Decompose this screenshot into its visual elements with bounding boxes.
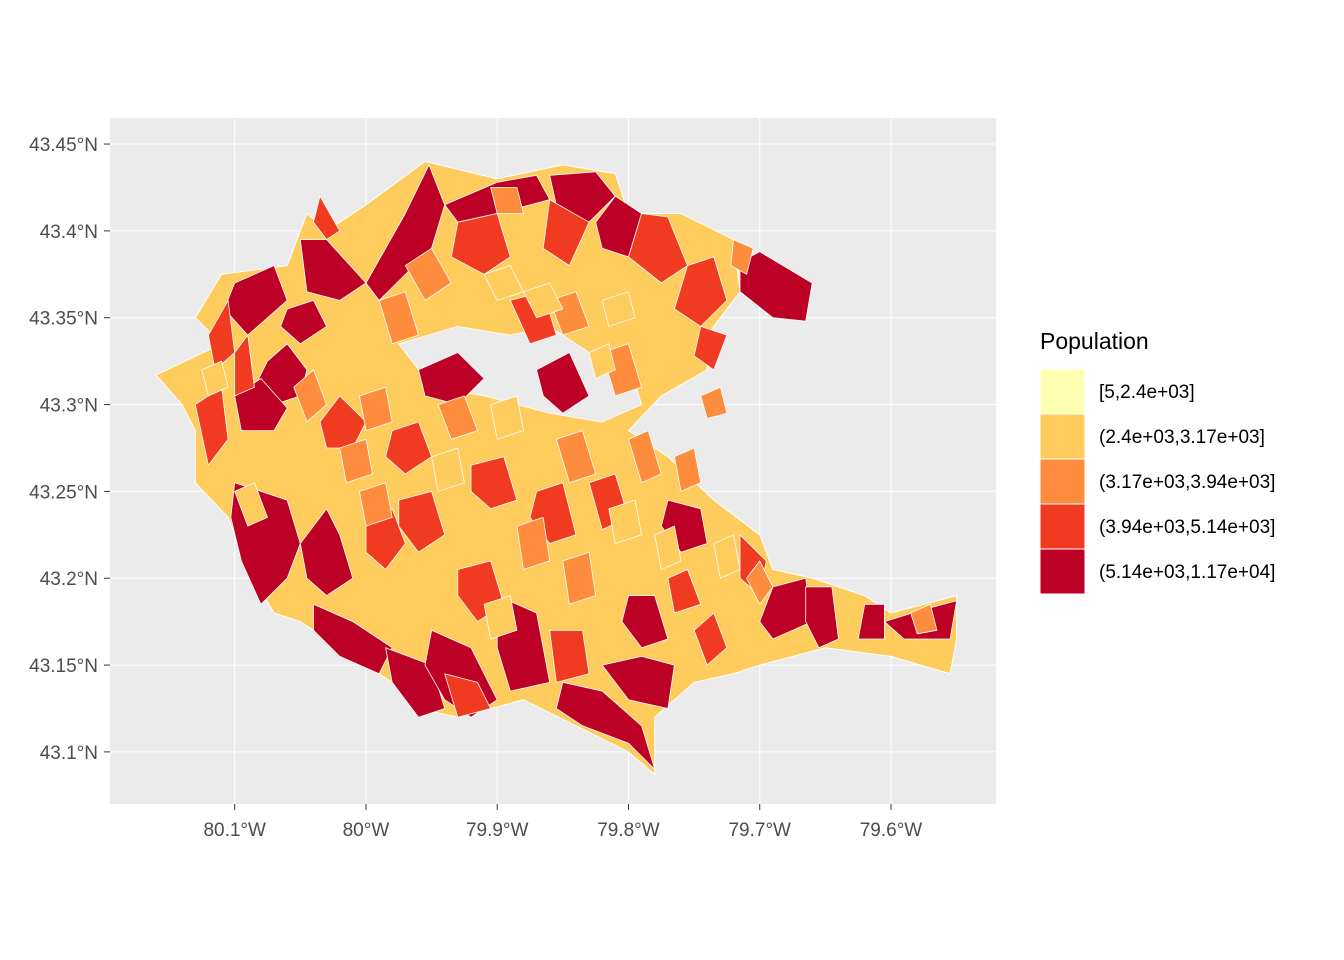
region-76 bbox=[654, 525, 682, 570]
legend-title: Population bbox=[1040, 328, 1149, 354]
region-56 bbox=[359, 386, 393, 431]
region-28 bbox=[628, 213, 688, 284]
legend-label-3: (3.94e+03,5.14e+03] bbox=[1099, 517, 1275, 538]
region-36 bbox=[470, 456, 518, 510]
y-tick-label-6: 43.15°N bbox=[29, 656, 98, 677]
region-29 bbox=[674, 256, 728, 327]
region-60 bbox=[359, 482, 393, 527]
region-31 bbox=[313, 195, 341, 240]
legend-label-2: (3.17e+03,3.94e+03] bbox=[1099, 472, 1275, 493]
region-10 bbox=[299, 508, 354, 596]
region-41 bbox=[549, 629, 590, 683]
region-51 bbox=[404, 247, 452, 301]
region-63 bbox=[746, 560, 774, 605]
region-46 bbox=[444, 673, 492, 718]
region-73 bbox=[490, 395, 524, 440]
legend: Population [5,2.4e+03] (2.4e+03,3.17e+03]… bbox=[1039, 328, 1275, 595]
y-tick-label-5: 43.2°N bbox=[40, 569, 98, 590]
x-tick-label-1: 80°W bbox=[343, 820, 390, 841]
region-75 bbox=[483, 595, 518, 640]
region-24 bbox=[418, 352, 485, 405]
region-19 bbox=[759, 577, 813, 640]
region-38 bbox=[398, 491, 446, 553]
region-59 bbox=[628, 430, 662, 484]
region-69 bbox=[523, 282, 564, 319]
region-34 bbox=[319, 395, 367, 449]
region-71 bbox=[234, 482, 268, 527]
region-65 bbox=[700, 386, 728, 419]
region-74 bbox=[608, 499, 642, 544]
region-64 bbox=[910, 603, 938, 635]
region-55 bbox=[293, 369, 327, 423]
x-axis: 80.1°W 80°W 79.9°W 79.8°W 79.7°W 79.6°W bbox=[203, 804, 922, 841]
region-78 bbox=[201, 360, 229, 397]
region-33 bbox=[234, 334, 255, 397]
region-42 bbox=[693, 612, 728, 666]
region-49 bbox=[490, 187, 524, 214]
region-72 bbox=[431, 447, 465, 492]
region-62 bbox=[562, 551, 597, 605]
region-27 bbox=[542, 199, 590, 266]
region-61 bbox=[516, 517, 551, 570]
region-67 bbox=[674, 447, 702, 492]
legend-key-2 bbox=[1039, 458, 1086, 505]
region-77 bbox=[713, 534, 741, 579]
region-17 bbox=[621, 595, 669, 649]
x-tick-label-0: 80.1°W bbox=[203, 820, 266, 841]
region-4 bbox=[299, 239, 367, 301]
region-21 bbox=[857, 603, 885, 640]
x-tick-label-3: 79.8°W bbox=[597, 820, 660, 841]
y-tick-label-4: 43.25°N bbox=[29, 482, 98, 503]
legend-label-1: (2.4e+03,3.17e+03] bbox=[1099, 427, 1265, 448]
region-15 bbox=[555, 682, 656, 770]
region-8 bbox=[234, 378, 288, 431]
regions-layer bbox=[194, 164, 957, 770]
legend-label-0: [5,2.4e+03] bbox=[1099, 382, 1195, 403]
region-45 bbox=[667, 569, 702, 614]
region-20 bbox=[805, 586, 839, 649]
region-6 bbox=[739, 251, 813, 322]
y-axis: 43.45°N 43.4°N 43.35°N 43.3°N 43.25°N 43.2°N 4… bbox=[29, 135, 110, 764]
x-tick-label-4: 79.7°W bbox=[728, 820, 791, 841]
region-57 bbox=[437, 395, 478, 440]
x-tick-label-2: 79.9°W bbox=[466, 820, 529, 841]
region-58 bbox=[555, 430, 597, 484]
legend-key-3 bbox=[1039, 503, 1086, 550]
region-25 bbox=[536, 352, 590, 414]
region-53 bbox=[730, 239, 754, 275]
y-tick-label-2: 43.35°N bbox=[29, 309, 98, 330]
legend-key-0 bbox=[1039, 368, 1086, 415]
y-tick-label-7: 43.1°N bbox=[40, 743, 98, 764]
legend-key-4 bbox=[1039, 548, 1086, 595]
y-tick-label-3: 43.3°N bbox=[40, 396, 98, 417]
x-tick-label-5: 79.6°W bbox=[860, 820, 923, 841]
legend-items: [5,2.4e+03] (2.4e+03,3.17e+03] (3.17e+03,3… bbox=[1039, 368, 1275, 595]
region-26 bbox=[450, 213, 511, 275]
y-tick-label-1: 43.4°N bbox=[40, 222, 98, 243]
region-70 bbox=[588, 343, 616, 379]
region-30 bbox=[693, 326, 728, 371]
region-5 bbox=[280, 300, 327, 345]
region-11 bbox=[313, 603, 393, 675]
region-35 bbox=[385, 421, 432, 475]
region-16 bbox=[601, 656, 675, 709]
legend-label-4: (5.14e+03,1.17e+04] bbox=[1099, 562, 1275, 583]
region-66 bbox=[339, 438, 373, 484]
region-50 bbox=[378, 291, 419, 345]
region-79 bbox=[601, 291, 636, 327]
legend-key-1 bbox=[1039, 413, 1086, 460]
y-tick-label-0: 43.45°N bbox=[29, 135, 98, 156]
